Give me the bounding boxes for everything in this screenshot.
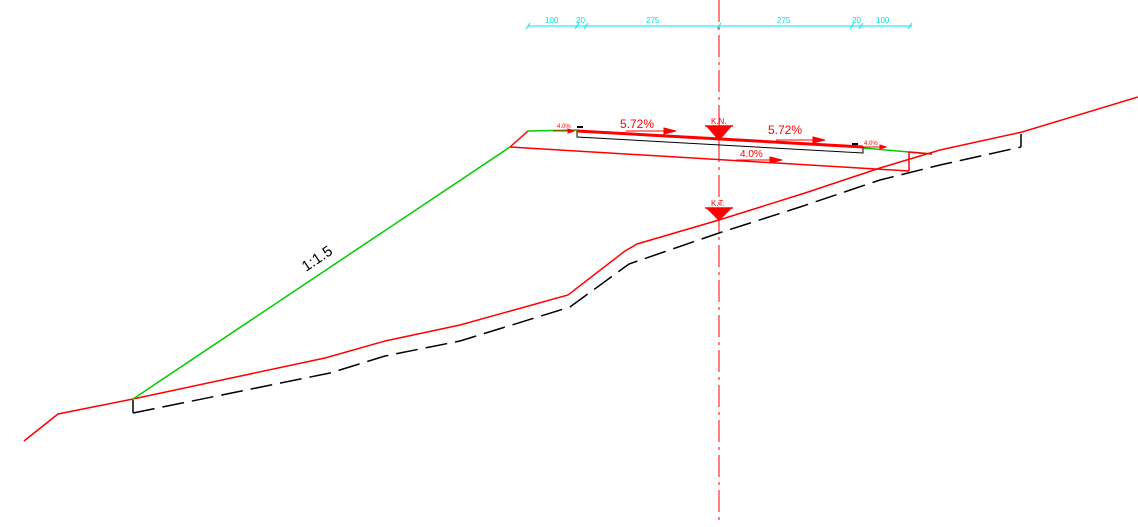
dim-left-275: 275	[646, 16, 660, 25]
dimension-line: 100 20 275 275 20 100	[525, 16, 913, 30]
kt-marker: K.T.	[705, 199, 733, 221]
dim-left-20: 20	[576, 16, 585, 25]
grade-arrows	[553, 127, 888, 164]
dim-right-100: 100	[876, 16, 890, 25]
subgrade-line	[132, 146, 1022, 414]
grade-left-shoulder: 4.0%	[557, 124, 571, 130]
embankment-slope-left-top	[509, 130, 529, 148]
ground-line	[23, 96, 1138, 442]
road-structure	[509, 146, 933, 172]
dim-left-100: 100	[545, 16, 559, 25]
kt-label: K.T.	[711, 199, 725, 208]
grade-right-shoulder: 4.0%	[864, 141, 878, 147]
grade-left-main: 5.72%	[620, 117, 654, 131]
grade-right-main: 5.72%	[768, 123, 802, 137]
embankment-slope-left	[132, 146, 511, 400]
kn-marker: K.N.	[705, 117, 733, 141]
dim-right-275: 275	[777, 16, 791, 25]
grade-bottom: 4.0%	[740, 149, 763, 160]
slope-ratio-label: 1:1.5	[299, 243, 336, 276]
kn-label: K.N.	[711, 117, 727, 126]
dim-right-20: 20	[852, 16, 861, 25]
